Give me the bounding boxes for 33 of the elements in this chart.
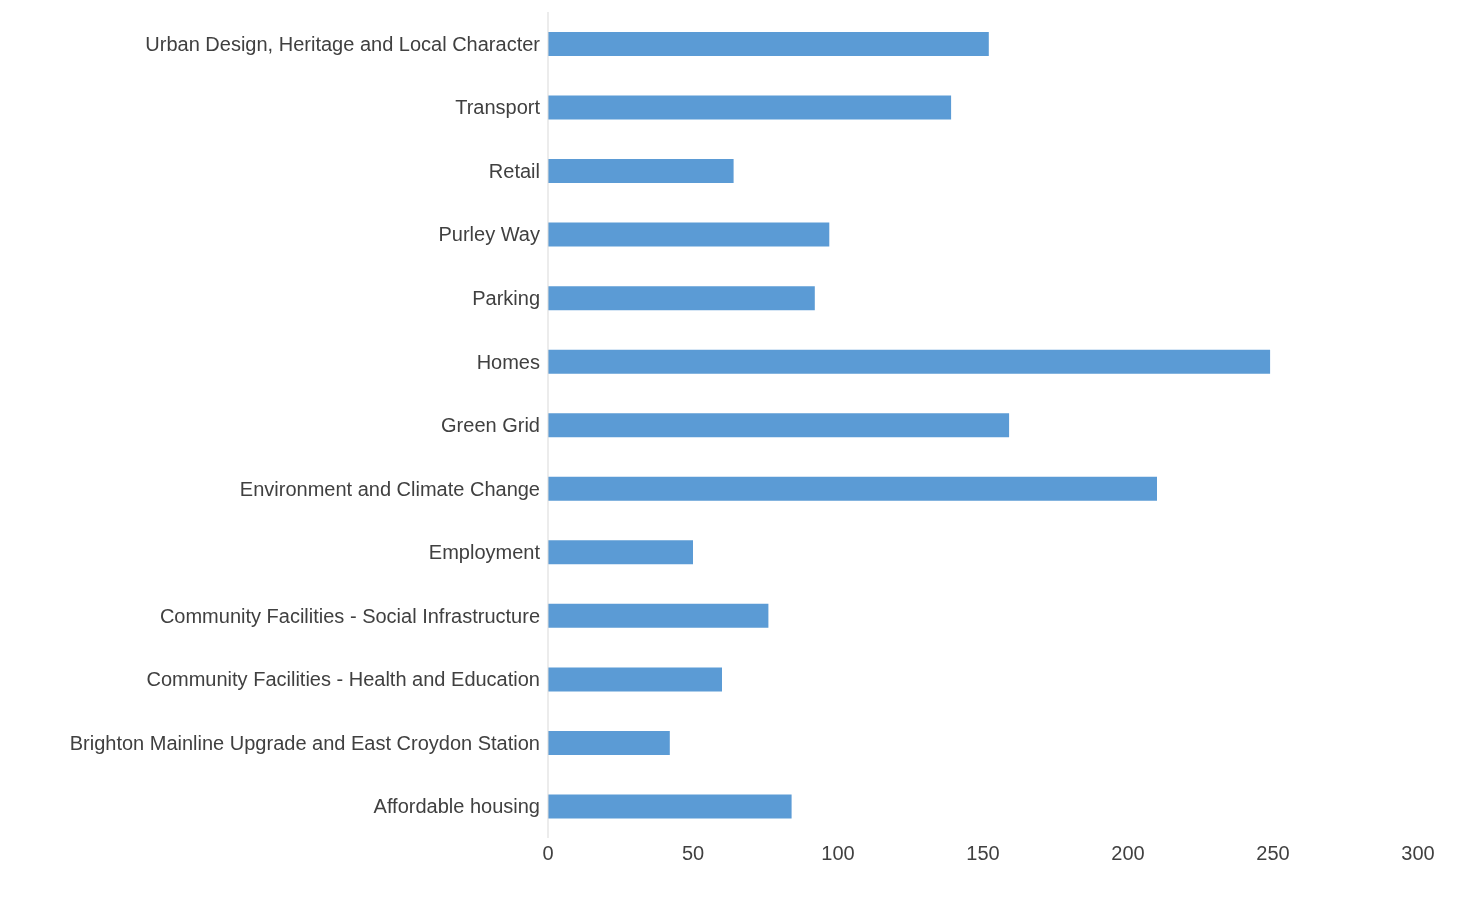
y-tick-label: Urban Design, Heritage and Local Character bbox=[145, 32, 541, 55]
x-tick-label: 250 bbox=[1256, 842, 1290, 865]
bar bbox=[548, 32, 989, 56]
x-tick-label: 150 bbox=[966, 842, 1000, 865]
x-tick-label: 100 bbox=[821, 842, 855, 865]
x-tick-label: 50 bbox=[681, 842, 705, 865]
y-tick-label: Parking bbox=[472, 287, 540, 310]
y-tick-label: Employment bbox=[428, 541, 541, 564]
y-tick-label: Purley Way bbox=[438, 223, 540, 246]
x-tick-label: 0 bbox=[542, 842, 554, 865]
bar bbox=[548, 95, 952, 120]
bar bbox=[548, 413, 1010, 438]
y-tick-label: Brighton Mainline Upgrade and East Croydon Station bbox=[69, 731, 540, 754]
y-tick-label: Transport bbox=[455, 96, 541, 119]
x-tick-label: 300 bbox=[1401, 842, 1435, 865]
bar bbox=[548, 540, 693, 565]
bar bbox=[548, 222, 830, 247]
bar bbox=[548, 349, 1271, 374]
y-tick-label: Green Grid bbox=[441, 414, 540, 437]
y-tick-label: Retail bbox=[488, 159, 540, 182]
bar bbox=[548, 603, 769, 628]
y-tick-label: Community Facilities - Social Infrastructure bbox=[159, 604, 540, 627]
x-tick-label: 200 bbox=[1111, 842, 1145, 865]
bar bbox=[548, 730, 670, 755]
bar bbox=[548, 286, 815, 311]
bar bbox=[548, 159, 734, 184]
y-tick-label: Environment and Climate Change bbox=[239, 477, 540, 500]
y-tick-label: Community Facilities - Health and Education bbox=[146, 668, 540, 691]
y-tick-label: Affordable housing bbox=[373, 795, 540, 818]
bar bbox=[548, 476, 1157, 501]
bar bbox=[548, 667, 722, 692]
y-tick-label: Homes bbox=[476, 350, 540, 373]
bar bbox=[548, 794, 792, 819]
